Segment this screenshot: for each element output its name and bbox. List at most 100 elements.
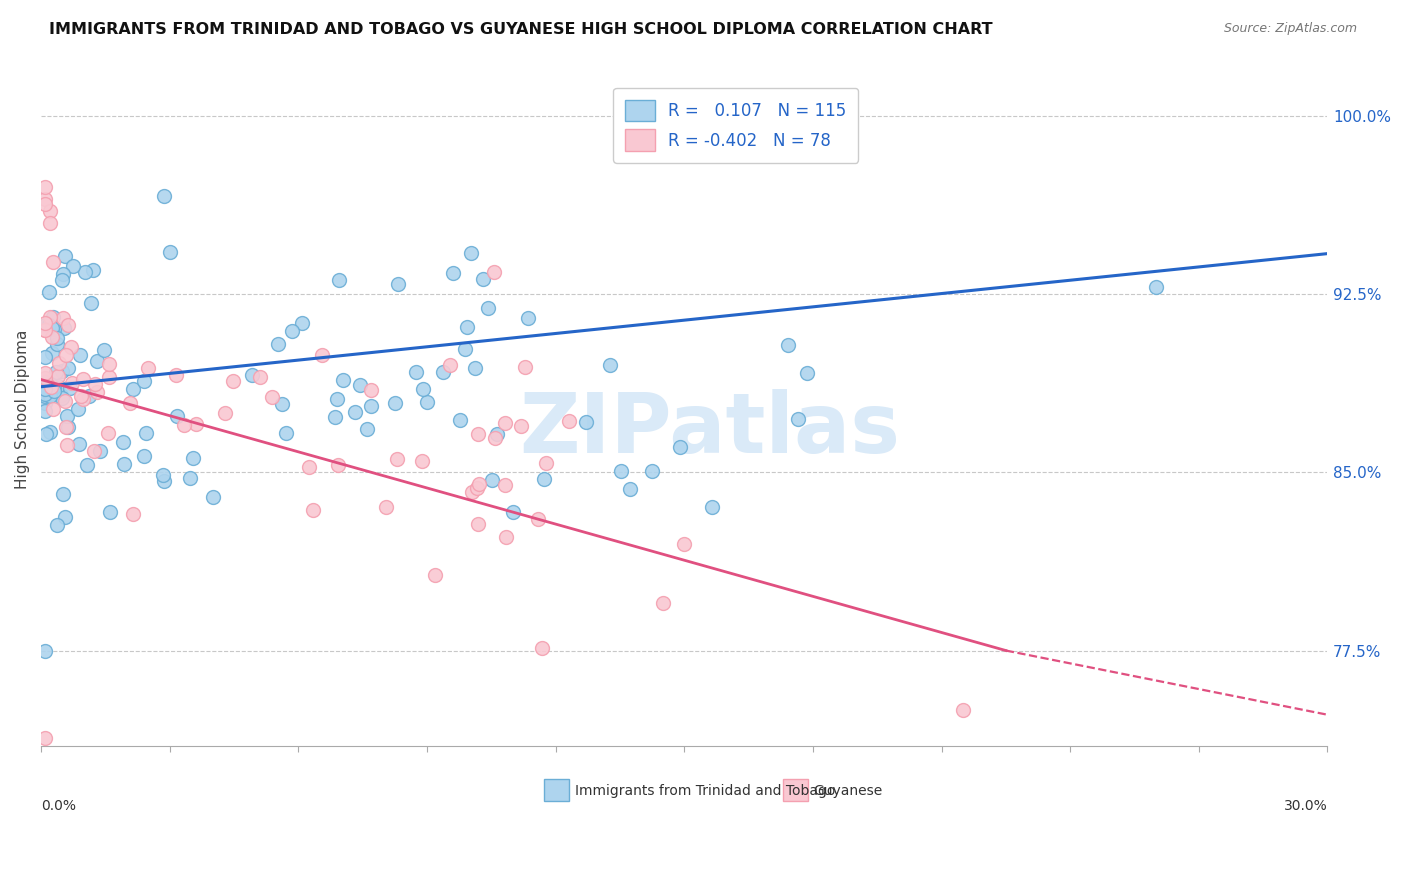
Point xyxy=(298,460,321,475)
Point xyxy=(56,438,79,452)
Text: Source: ZipAtlas.com: Source: ZipAtlas.com xyxy=(1223,22,1357,36)
Point xyxy=(34,323,56,337)
Point xyxy=(326,392,349,406)
Point xyxy=(34,196,56,211)
Point xyxy=(121,507,143,521)
Point xyxy=(84,377,107,392)
Point xyxy=(89,444,111,458)
Point xyxy=(38,285,60,300)
Point xyxy=(202,490,225,504)
Point xyxy=(214,406,236,420)
Point xyxy=(349,378,371,392)
Point xyxy=(34,366,56,380)
Point xyxy=(34,382,56,396)
Point xyxy=(482,265,505,279)
Point xyxy=(534,456,557,470)
Point xyxy=(465,481,488,495)
Point xyxy=(456,320,478,334)
Point xyxy=(260,390,283,404)
Point xyxy=(38,384,60,399)
Point xyxy=(34,382,56,396)
Point xyxy=(610,464,633,478)
Bar xyxy=(783,779,808,801)
Point xyxy=(186,417,208,431)
Point xyxy=(460,246,482,260)
Point xyxy=(464,360,486,375)
Point xyxy=(39,310,62,325)
Point xyxy=(46,518,69,533)
Point xyxy=(39,425,62,440)
Point xyxy=(323,410,346,425)
Point xyxy=(179,471,201,485)
Point xyxy=(471,272,494,286)
Point xyxy=(34,371,56,385)
Point xyxy=(83,444,105,458)
Point xyxy=(34,192,56,206)
Point xyxy=(97,370,120,384)
Point xyxy=(432,365,454,379)
Point xyxy=(69,389,91,403)
Point xyxy=(80,296,103,310)
Point xyxy=(38,384,60,399)
Point xyxy=(416,395,439,409)
Point xyxy=(668,440,690,454)
Point xyxy=(328,273,350,287)
Point xyxy=(34,643,56,657)
Point xyxy=(75,265,97,279)
Point xyxy=(159,244,181,259)
Point xyxy=(76,458,98,472)
Point xyxy=(527,511,550,525)
Point xyxy=(51,273,73,287)
Point xyxy=(384,396,406,410)
Point xyxy=(59,341,82,355)
Point xyxy=(34,387,56,401)
Point xyxy=(42,310,65,325)
Point xyxy=(97,357,120,371)
Point xyxy=(531,640,554,655)
Point xyxy=(271,397,294,411)
Point xyxy=(152,475,174,489)
Point xyxy=(42,380,65,394)
Point xyxy=(952,703,974,717)
Point xyxy=(302,503,325,517)
Point xyxy=(134,449,156,463)
Point xyxy=(494,478,516,492)
Point xyxy=(222,374,245,388)
Point xyxy=(619,482,641,496)
Point xyxy=(82,262,104,277)
Point xyxy=(468,477,491,491)
Point xyxy=(136,361,159,376)
Point xyxy=(533,472,555,486)
Point xyxy=(328,458,350,472)
Point xyxy=(311,348,333,362)
Point xyxy=(439,358,461,372)
Point xyxy=(120,395,142,409)
Point xyxy=(42,255,65,269)
Point xyxy=(52,267,75,281)
Point xyxy=(423,568,446,582)
Point xyxy=(51,391,73,405)
Point xyxy=(38,377,60,392)
Point xyxy=(776,338,799,352)
Point xyxy=(135,425,157,440)
Point xyxy=(153,188,176,202)
Point xyxy=(53,393,76,408)
Point xyxy=(34,350,56,364)
Point xyxy=(34,316,56,330)
Point xyxy=(787,412,810,426)
Text: Immigrants from Trinidad and Tobago: Immigrants from Trinidad and Tobago xyxy=(575,784,835,798)
Point xyxy=(122,382,145,396)
Point xyxy=(651,596,673,610)
Point xyxy=(38,216,60,230)
Point xyxy=(34,403,56,417)
Point xyxy=(575,415,598,429)
Point xyxy=(34,731,56,746)
Point xyxy=(249,370,271,384)
Text: IMMIGRANTS FROM TRINIDAD AND TOBAGO VS GUYANESE HIGH SCHOOL DIPLOMA CORRELATION : IMMIGRANTS FROM TRINIDAD AND TOBAGO VS G… xyxy=(49,22,993,37)
Point xyxy=(796,366,818,380)
Point xyxy=(34,375,56,389)
Point xyxy=(513,360,536,375)
Point xyxy=(152,468,174,483)
Point xyxy=(67,437,90,451)
Point xyxy=(332,373,354,387)
